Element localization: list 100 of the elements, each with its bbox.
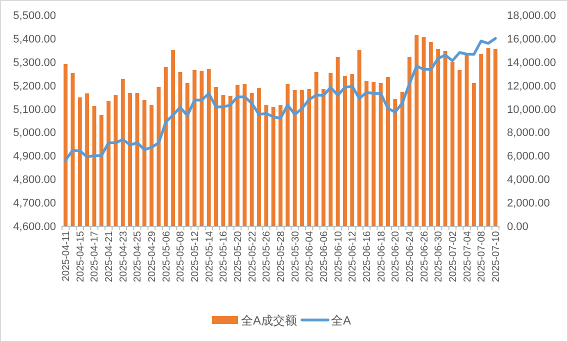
y2-tick-label: 10,000.00 xyxy=(507,104,556,116)
x-tick-label: 2025-05-30 xyxy=(290,230,302,282)
bar xyxy=(314,72,318,226)
bar xyxy=(343,76,347,226)
bar xyxy=(171,50,176,226)
y2-tick-label: 4,000.00 xyxy=(507,174,550,186)
x-tick-label: 2025-06-26 xyxy=(419,230,430,282)
bar xyxy=(286,84,290,226)
x-tick-label: 2025-06-16 xyxy=(362,230,373,282)
x-tick-label: 2025-04-29 xyxy=(147,230,158,282)
x-tick-label: 2025-06-06 xyxy=(318,230,330,282)
x-tick-label: 2025-06-18 xyxy=(376,230,388,282)
bar xyxy=(257,88,261,226)
bar xyxy=(458,70,462,226)
bar xyxy=(264,105,268,226)
y-tick-label: 4,700.00 xyxy=(13,198,56,210)
y-tick-label: 5,300.00 xyxy=(13,56,56,69)
bar xyxy=(350,74,354,226)
bar xyxy=(450,62,454,226)
bar xyxy=(292,90,297,226)
bar xyxy=(300,90,304,226)
bar xyxy=(236,84,240,226)
x-tick-label: 2025-05-26 xyxy=(262,230,273,282)
y2-tick-label: 0.00 xyxy=(507,221,528,233)
y-tick-label: 5,400.00 xyxy=(13,33,56,46)
bar xyxy=(250,92,254,226)
y-tick-label: 4,900.00 xyxy=(13,150,56,163)
bar xyxy=(386,77,390,226)
bar xyxy=(322,88,326,226)
bar xyxy=(242,84,247,226)
y2-tick-label: 18,000.00 xyxy=(507,10,556,22)
bar xyxy=(200,71,204,226)
y-tick-label: 4,800.00 xyxy=(13,174,56,186)
x-tick-label: 2025-05-16 xyxy=(218,230,230,282)
bar xyxy=(156,86,161,226)
y2-tick-label: 8,000.00 xyxy=(507,127,550,140)
x-tick-label: 2025-06-20 xyxy=(390,230,402,282)
x-tick-label: 2025-04-17 xyxy=(90,230,101,282)
bar xyxy=(192,70,197,226)
legend-label: 全A xyxy=(331,314,352,328)
x-tick-label: 2025-07-10 xyxy=(490,230,502,282)
x-tick-label: 2025-04-15 xyxy=(75,230,86,282)
x-tick-label: 2025-05-14 xyxy=(204,230,216,282)
bar xyxy=(278,105,282,226)
bar xyxy=(178,72,182,226)
bar xyxy=(372,82,376,226)
bar xyxy=(99,114,104,226)
bar xyxy=(106,101,111,226)
bar xyxy=(393,99,398,226)
y2-tick-label: 12,000.00 xyxy=(507,80,556,92)
y-tick-label: 5,500.00 xyxy=(13,10,56,22)
bar xyxy=(378,82,383,226)
bar xyxy=(271,107,276,226)
x-tick-label: 2025-07-02 xyxy=(448,230,459,282)
x-tick-label: 2025-06-04 xyxy=(304,230,316,282)
y2-tick-label: 14,000.00 xyxy=(507,56,556,69)
bar xyxy=(78,97,82,226)
bar xyxy=(164,67,168,226)
bar xyxy=(414,35,419,226)
bar xyxy=(228,96,232,226)
bar xyxy=(206,69,211,226)
x-tick-label: 2025-04-21 xyxy=(104,230,116,282)
bar xyxy=(142,100,146,226)
y2-tick-label: 6,000.00 xyxy=(507,150,550,163)
x-tick-label: 2025-06-30 xyxy=(434,230,445,282)
bar xyxy=(128,92,132,226)
bar xyxy=(407,56,412,226)
legend-label: 全A成交额 xyxy=(241,314,298,328)
x-tick-label: 2025-05-28 xyxy=(276,230,287,282)
y2-tick-label: 16,000.00 xyxy=(507,33,556,46)
bar xyxy=(472,82,476,226)
bar xyxy=(185,82,190,226)
x-tick-label: 2025-07-04 xyxy=(462,230,474,282)
x-tick-label: 2025-04-25 xyxy=(132,230,144,282)
bar xyxy=(336,56,340,226)
bar xyxy=(357,50,362,226)
x-tick-label: 2025-04-11 xyxy=(61,230,72,282)
y-tick-label: 5,100.00 xyxy=(13,104,56,116)
x-tick-label: 2025-06-12 xyxy=(348,230,359,282)
y-tick-label: 5,000.00 xyxy=(13,127,56,140)
y-tick-label: 5,200.00 xyxy=(13,80,56,92)
bar xyxy=(120,79,125,226)
bar xyxy=(436,48,440,226)
bar xyxy=(428,42,433,226)
bar xyxy=(214,86,218,226)
bar xyxy=(85,93,90,226)
bar xyxy=(400,92,404,226)
bar xyxy=(221,95,226,226)
bar xyxy=(307,88,312,226)
bar xyxy=(150,105,154,226)
bar xyxy=(493,48,498,226)
y2-tick-label: 2,000.00 xyxy=(507,198,550,210)
x-tick-label: 2025-07-08 xyxy=(476,230,488,282)
x-tick-label: 2025-05-22 xyxy=(247,230,258,282)
y-tick-label: 4,600.00 xyxy=(13,221,56,233)
bar xyxy=(328,73,333,226)
x-tick-label: 2025-06-24 xyxy=(404,230,416,282)
x-tick-label: 2025-05-06 xyxy=(161,230,172,282)
bar xyxy=(479,54,484,226)
bar xyxy=(64,64,68,226)
